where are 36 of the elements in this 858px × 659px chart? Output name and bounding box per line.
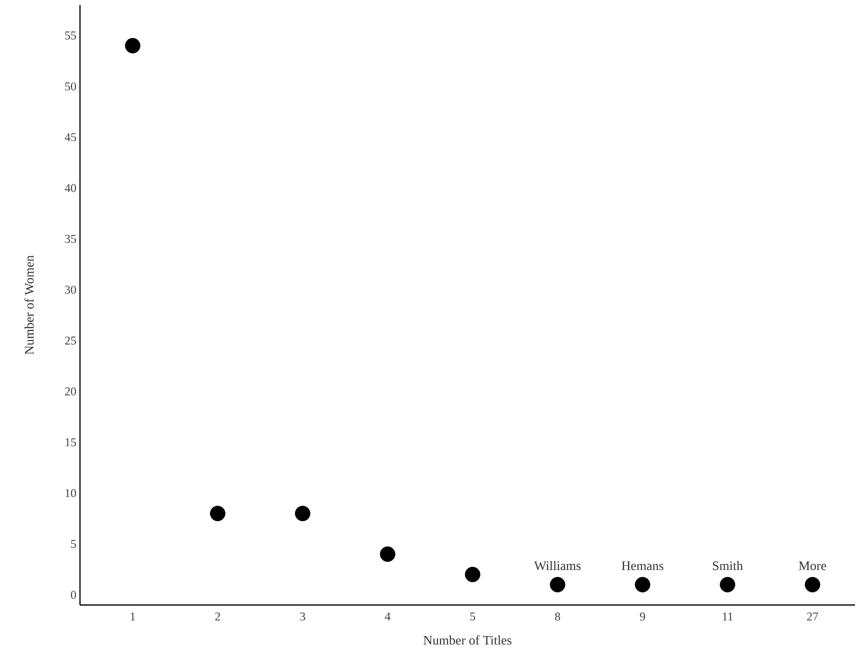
y-tick-label: 55 [65, 32, 76, 40]
x-tick-label: 9 [640, 612, 646, 621]
y-tick-label: 40 [64, 184, 76, 192]
y-tick-label: 0 [70, 590, 76, 599]
y-tick-label: 25 [65, 336, 76, 345]
y-tick-label: 35 [65, 234, 76, 243]
point [380, 546, 396, 562]
y-axis-title: Number of Women [24, 255, 34, 354]
point [804, 576, 820, 592]
point [464, 566, 480, 582]
point [720, 576, 736, 592]
x-tick-label: 11 [722, 612, 733, 620]
x-tick-label: 4 [384, 612, 390, 620]
annotation: Smith [712, 561, 743, 570]
point [124, 38, 140, 54]
y-tick-label: 5 [71, 540, 76, 548]
point [634, 576, 650, 592]
y-tick-label: 30 [65, 286, 76, 294]
x-tick-label: 1 [130, 612, 135, 620]
annotation: More [798, 562, 826, 570]
y-tick-label: 15 [66, 438, 76, 446]
x-tick-label: 27 [807, 612, 818, 620]
annotation: Hemans [622, 562, 664, 570]
x-tick-label: 2 [215, 612, 220, 620]
y-tick-label: 50 [65, 82, 76, 90]
x-tick-label: 3 [300, 612, 306, 621]
point [294, 506, 310, 522]
x-axis-title: Number of Titles [424, 635, 512, 645]
point [550, 576, 566, 592]
y-tick-label: 45 [64, 133, 76, 142]
annotation: Williams [534, 560, 581, 570]
x-tick-label: 5 [470, 612, 476, 620]
x-tick-label: 8 [555, 612, 560, 621]
point [210, 506, 226, 522]
y-tick-label: 20 [65, 387, 76, 396]
y-tick-label: 10 [66, 489, 76, 498]
